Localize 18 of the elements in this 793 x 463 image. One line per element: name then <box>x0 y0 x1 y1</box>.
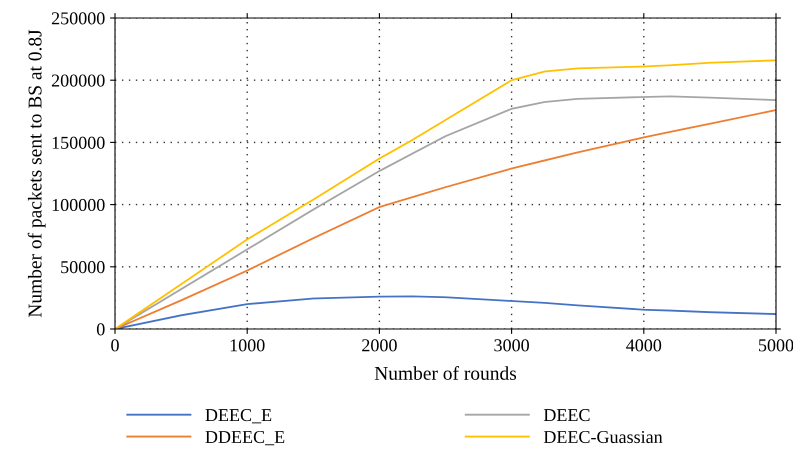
legend-label: DEEC <box>544 409 590 422</box>
legend-label: DDEEC_E <box>205 430 284 446</box>
x-tick-label: 0 <box>111 339 119 352</box>
x-tick-label: 4000 <box>626 339 662 352</box>
y-tick-label: 50000 <box>61 261 105 274</box>
x-tick-label: 1000 <box>230 339 265 352</box>
y-tick-label: 250000 <box>52 12 105 24</box>
x-tick-label: 2000 <box>362 339 397 352</box>
y-tick-label: 200000 <box>52 74 105 87</box>
legend-label: DEEC-Guassian <box>544 430 662 444</box>
y-axis-title: Number of packets sent to BS at 0.8J <box>28 30 46 318</box>
y-tick-label: 100000 <box>52 198 105 212</box>
legend-label: DEEC_E <box>205 409 272 424</box>
x-tick-label: 5000 <box>758 339 793 352</box>
y-tick-label: 0 <box>96 323 105 336</box>
x-axis-title: Number of rounds <box>374 366 516 380</box>
x-tick-label: 3000 <box>494 339 529 352</box>
y-tick-label: 150000 <box>52 136 105 149</box>
